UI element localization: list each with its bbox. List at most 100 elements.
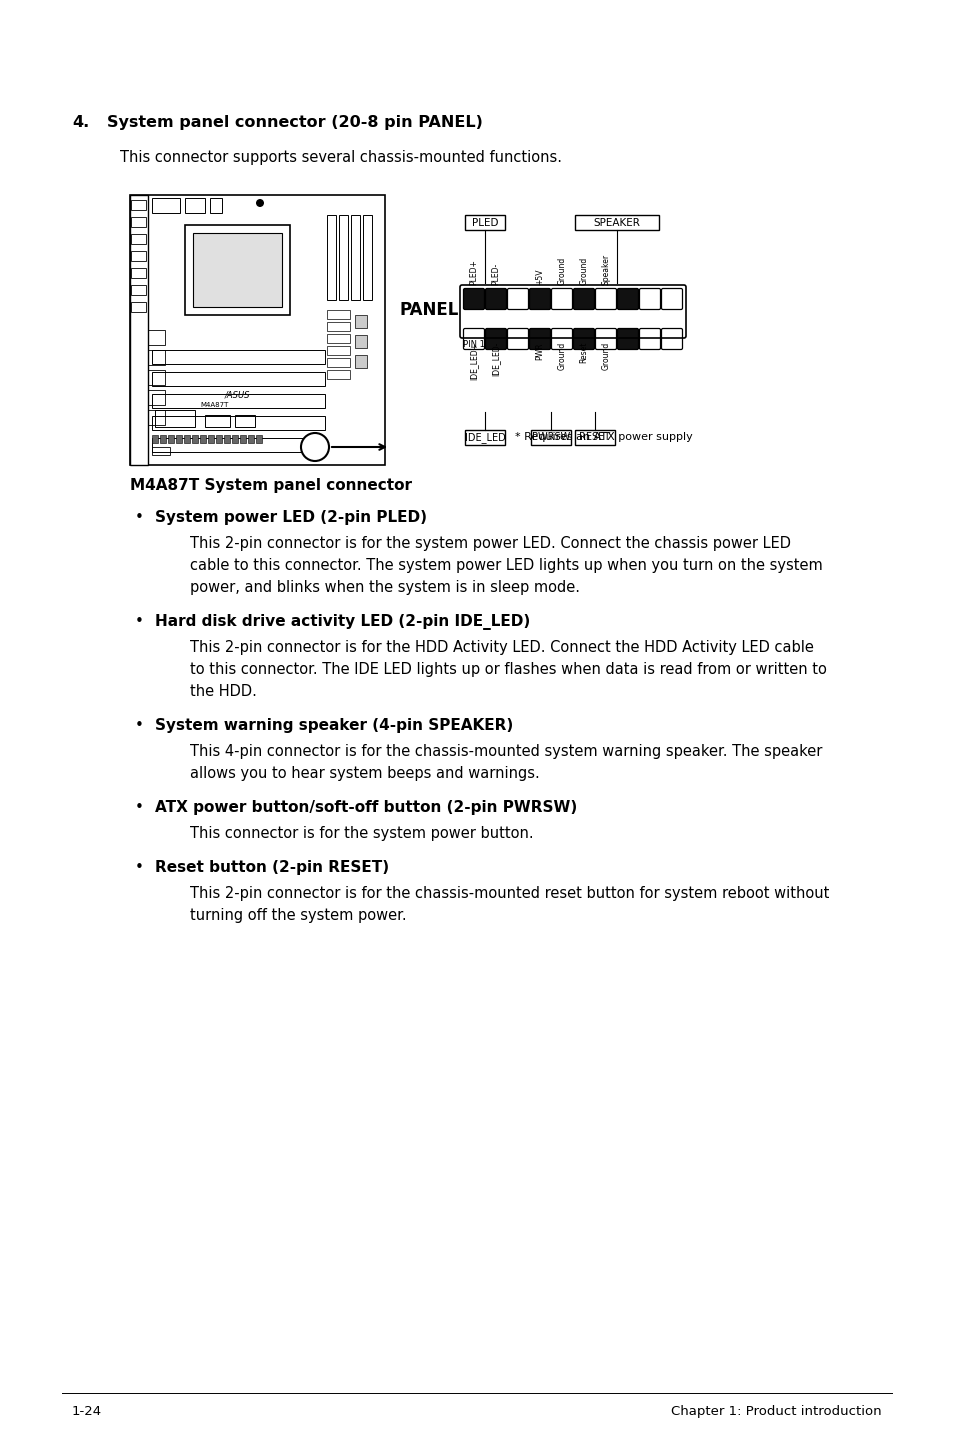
FancyBboxPatch shape	[595, 288, 616, 309]
Text: Ground: Ground	[557, 256, 566, 285]
Bar	[200, 435, 206, 442]
Text: System power LED (2-pin PLED): System power LED (2-pin PLED)	[154, 510, 427, 526]
Bar	[131, 200, 146, 211]
Bar	[148, 349, 165, 365]
Text: Ground: Ground	[601, 342, 610, 371]
Bar	[327, 358, 350, 367]
FancyBboxPatch shape	[639, 328, 659, 349]
FancyBboxPatch shape	[529, 328, 550, 349]
FancyBboxPatch shape	[573, 328, 594, 349]
Bar	[152, 394, 325, 408]
FancyBboxPatch shape	[639, 288, 659, 309]
Text: 1-24: 1-24	[71, 1405, 102, 1418]
FancyBboxPatch shape	[507, 288, 528, 309]
Text: This 4-pin connector is for the chassis-mounted system warning speaker. The spea: This 4-pin connector is for the chassis-…	[190, 745, 821, 759]
FancyBboxPatch shape	[595, 328, 616, 349]
Text: PANEL: PANEL	[399, 301, 459, 319]
Bar	[193, 233, 282, 306]
Bar	[327, 369, 350, 379]
Text: PLED+: PLED+	[469, 259, 478, 285]
Text: allows you to hear system beeps and warnings.: allows you to hear system beeps and warn…	[190, 766, 539, 780]
Text: •: •	[135, 717, 144, 733]
Text: •: •	[135, 510, 144, 526]
Text: IDE_LED-: IDE_LED-	[491, 342, 500, 377]
Text: PLED-: PLED-	[491, 262, 500, 285]
Text: •: •	[135, 861, 144, 875]
Text: M4A87T System panel connector: M4A87T System panel connector	[130, 478, 412, 493]
Bar	[224, 435, 230, 442]
FancyBboxPatch shape	[551, 288, 572, 309]
Bar	[210, 198, 222, 213]
Bar	[464, 215, 504, 231]
Bar	[248, 435, 253, 442]
Text: +5V: +5V	[535, 269, 544, 285]
Text: turning off the system power.: turning off the system power.	[190, 908, 406, 924]
Bar	[152, 438, 325, 453]
FancyBboxPatch shape	[617, 328, 638, 349]
FancyBboxPatch shape	[485, 288, 506, 309]
Text: PWRSW: PWRSW	[532, 432, 570, 442]
Bar	[234, 415, 254, 427]
Text: RESET: RESET	[578, 432, 610, 442]
Bar	[152, 417, 325, 430]
FancyBboxPatch shape	[551, 328, 572, 349]
Text: PIN 1: PIN 1	[462, 339, 484, 349]
Bar	[131, 251, 146, 261]
Text: Ground: Ground	[557, 342, 566, 371]
Bar	[152, 447, 170, 455]
Text: This 2-pin connector is for the system power LED. Connect the chassis power LED: This 2-pin connector is for the system p…	[190, 536, 790, 551]
Text: the HDD.: the HDD.	[190, 684, 256, 699]
Text: This connector is for the system power button.: This connector is for the system power b…	[190, 826, 533, 841]
Bar	[192, 435, 198, 442]
Bar	[355, 355, 367, 368]
Bar	[327, 347, 350, 355]
Bar	[575, 430, 615, 445]
Circle shape	[255, 199, 264, 208]
Bar	[131, 302, 146, 312]
Bar	[205, 415, 230, 427]
Text: IDE_LED+: IDE_LED+	[469, 342, 478, 379]
FancyBboxPatch shape	[463, 288, 484, 309]
Text: ATX power button/soft-off button (2-pin PWRSW): ATX power button/soft-off button (2-pin …	[154, 800, 577, 815]
Bar	[130, 195, 385, 465]
Text: This 2-pin connector is for the chassis-mounted reset button for system reboot w: This 2-pin connector is for the chassis-…	[190, 886, 828, 901]
Bar	[208, 435, 213, 442]
Text: /ASUS: /ASUS	[225, 390, 251, 400]
Bar	[351, 215, 359, 299]
Bar	[327, 334, 350, 344]
Bar	[152, 349, 325, 364]
Bar	[148, 390, 165, 405]
Text: PWR: PWR	[535, 342, 544, 359]
FancyBboxPatch shape	[529, 288, 550, 309]
Bar	[531, 430, 571, 445]
Bar	[355, 335, 367, 348]
Bar	[148, 329, 165, 345]
Text: Ground: Ground	[578, 256, 588, 285]
FancyBboxPatch shape	[617, 288, 638, 309]
Text: Reset: Reset	[578, 342, 588, 364]
Text: Chapter 1: Product introduction: Chapter 1: Product introduction	[671, 1405, 882, 1418]
Bar	[327, 215, 335, 299]
Circle shape	[301, 432, 329, 461]
Bar	[131, 285, 146, 295]
Text: Reset button (2-pin RESET): Reset button (2-pin RESET)	[154, 861, 389, 875]
Bar	[232, 435, 237, 442]
Text: 4.: 4.	[71, 115, 90, 130]
Text: to this connector. The IDE LED lights up or flashes when data is read from or wr: to this connector. The IDE LED lights up…	[190, 662, 826, 677]
FancyBboxPatch shape	[573, 288, 594, 309]
Bar	[255, 435, 262, 442]
Text: power, and blinks when the system is in sleep mode.: power, and blinks when the system is in …	[190, 580, 579, 596]
Text: Hard disk drive activity LED (2-pin IDE_LED): Hard disk drive activity LED (2-pin IDE_…	[154, 614, 530, 630]
Bar	[363, 215, 372, 299]
Bar	[327, 322, 350, 331]
Bar	[338, 215, 348, 299]
Bar	[168, 435, 173, 442]
Bar	[184, 435, 190, 442]
FancyBboxPatch shape	[485, 328, 506, 349]
Text: System warning speaker (4-pin SPEAKER): System warning speaker (4-pin SPEAKER)	[154, 717, 513, 733]
Text: •: •	[135, 614, 144, 629]
Bar	[185, 225, 290, 315]
Bar	[215, 435, 222, 442]
FancyBboxPatch shape	[507, 328, 528, 349]
Bar	[355, 315, 367, 328]
